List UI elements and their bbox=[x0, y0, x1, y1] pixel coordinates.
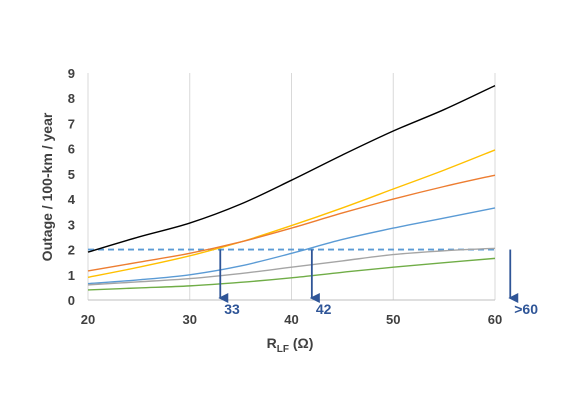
series-line-1 bbox=[87, 84, 496, 253]
x-tick-label: 50 bbox=[386, 312, 400, 327]
series-line-4 bbox=[87, 207, 496, 285]
x-axis-title-main: R bbox=[267, 335, 277, 351]
y-axis-title: Outage / 100-km / year bbox=[39, 112, 55, 261]
x-axis-title-unit: (Ω) bbox=[289, 335, 313, 351]
y-tick-label: 9 bbox=[68, 66, 75, 81]
x-tick-label: 30 bbox=[183, 312, 197, 327]
y-tick-label: 4 bbox=[68, 192, 76, 207]
axes bbox=[87, 73, 495, 301]
y-tick-label: 0 bbox=[68, 293, 75, 308]
x-axis-title: RLF (Ω) bbox=[267, 335, 314, 355]
annotation-label: 42 bbox=[316, 301, 332, 317]
grid-lines bbox=[189, 73, 496, 300]
x-axis-title-subscript: LF bbox=[277, 344, 289, 355]
y-tick-label: 7 bbox=[68, 116, 75, 131]
series-line-6 bbox=[87, 257, 496, 291]
annotation-layer: 33 42 >60 bbox=[218, 249, 538, 317]
y-tick-label: 1 bbox=[68, 268, 75, 283]
series-layer bbox=[87, 84, 496, 291]
x-tick-label: 20 bbox=[81, 312, 95, 327]
y-tick-label: 6 bbox=[68, 142, 75, 157]
tick-labels: 20 30 40 50 60 0 1 2 3 4 5 6 7 8 9 bbox=[68, 66, 502, 327]
series-line-3 bbox=[87, 174, 496, 272]
x-tick-label: 40 bbox=[284, 312, 298, 327]
series-line-2 bbox=[87, 149, 496, 278]
series-line-5 bbox=[87, 247, 496, 286]
y-tick-label: 2 bbox=[68, 243, 75, 258]
annotation-label: >60 bbox=[514, 301, 538, 317]
annotation-label: 33 bbox=[224, 301, 240, 317]
x-tick-label: 60 bbox=[488, 312, 502, 327]
y-tick-label: 8 bbox=[68, 91, 75, 106]
y-tick-label: 5 bbox=[68, 167, 75, 182]
y-tick-label: 3 bbox=[68, 217, 75, 232]
